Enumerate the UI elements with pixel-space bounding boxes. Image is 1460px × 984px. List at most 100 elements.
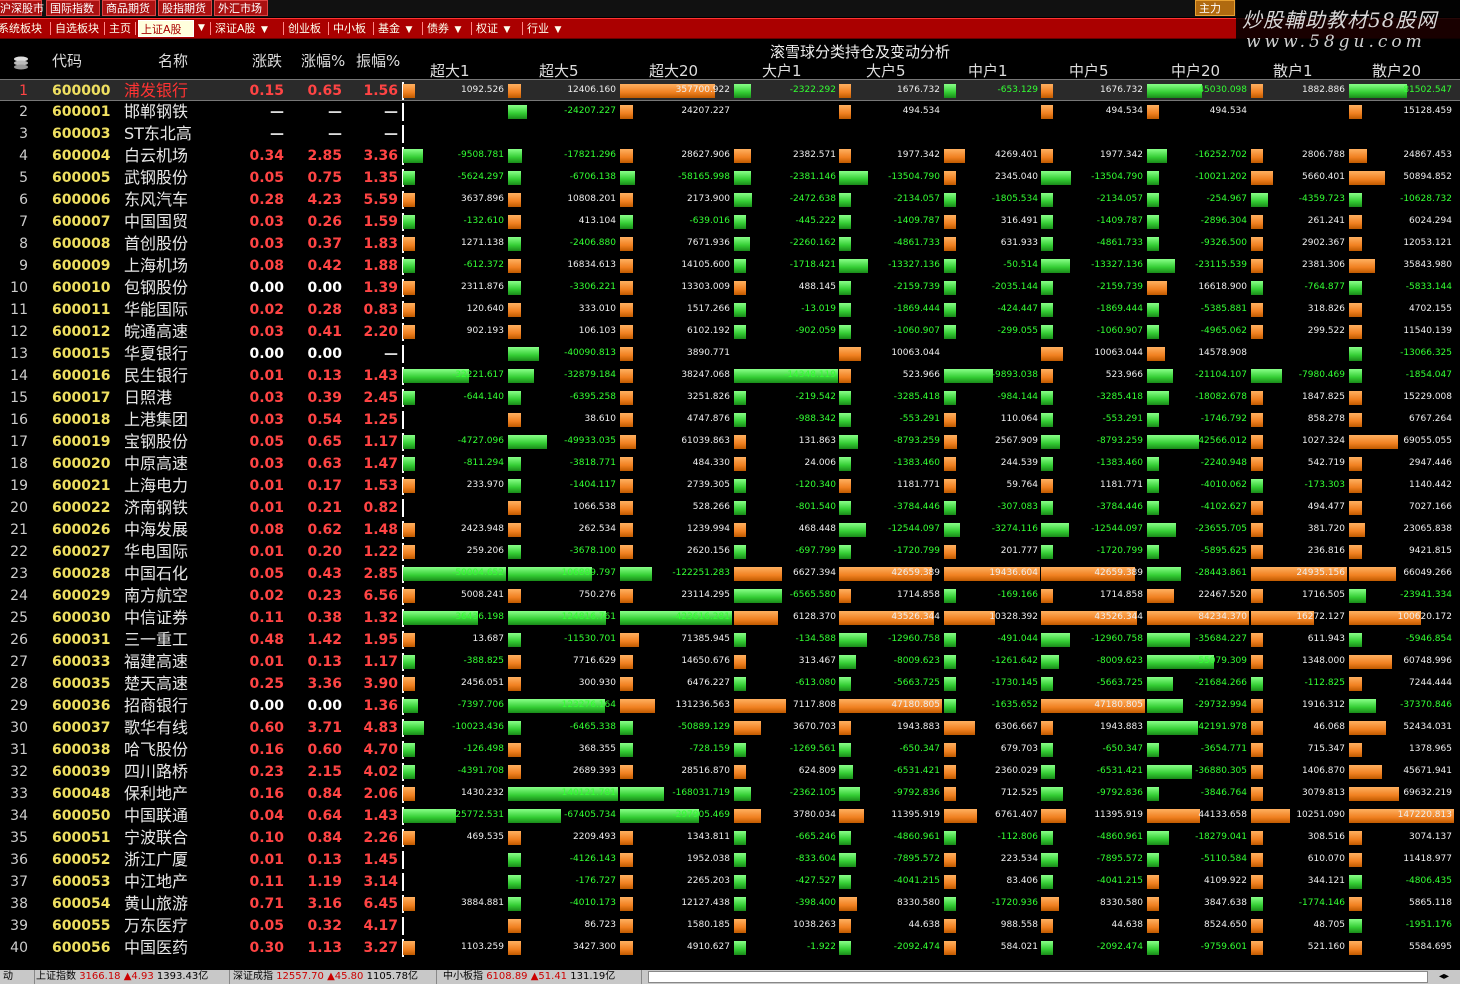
table-row[interactable]: 32 600039 四川路桥 0.23 2.15 4.02 -4391.708 2689.39…: [0, 761, 1460, 783]
table-row[interactable]: 9 600009 上海机场 0.08 0.42 1.88 -612.372 16834.613…: [0, 255, 1460, 277]
flow-cell-sup5: 16834.613: [508, 258, 618, 273]
tab-industry[interactable]: 行业 ▼: [525, 20, 563, 37]
table-row[interactable]: 12 600012 皖通高速 0.03 0.41 2.20 902.193 106.103 61…: [0, 321, 1460, 343]
table-row[interactable]: 28 600035 楚天高速 0.25 3.36 3.90 2456.051 300.930 6…: [0, 673, 1460, 695]
table-row[interactable]: 15 600017 日照港 0.03 0.39 2.45 -644.140 -6395.258…: [0, 387, 1460, 409]
flow-bar: [1041, 457, 1053, 471]
table-row[interactable]: 26 600031 三一重工 0.48 1.42 1.95 13.687 -11530.701…: [0, 629, 1460, 651]
table-row[interactable]: 11 600011 华能国际 0.02 0.28 0.83 120.640 333.010 15…: [0, 299, 1460, 321]
table-row[interactable]: 22 600027 华电国际 0.01 0.20 1.22 259.206 -3678.100…: [0, 541, 1460, 563]
amplitude: 4.83: [363, 720, 398, 736]
flow-bar: [944, 149, 965, 163]
tab-warrant[interactable]: 权证 ▼: [474, 20, 512, 37]
tab-forex[interactable]: 外汇市场: [214, 0, 268, 16]
table-row[interactable]: 5 600005 武钢股份 0.05 0.75 1.35 -5624.297 -6706.13…: [0, 167, 1460, 189]
flow-bar: [839, 237, 851, 251]
table-row[interactable]: 19 600021 上海电力 0.01 0.17 1.53 233.970 -1404.117…: [0, 475, 1460, 497]
stack-icon[interactable]: [12, 55, 30, 71]
table-row[interactable]: 38 600054 黄山旅游 0.71 3.16 6.45 3884.881 -4010.17…: [0, 893, 1460, 915]
flow-bar: [734, 633, 746, 647]
table-row[interactable]: 29 600036 招商银行 0.00 0.00 1.36 -7397.706 -123276…: [0, 695, 1460, 717]
main-force-button[interactable]: 主力买: [1195, 0, 1235, 31]
header-sup1[interactable]: 超大1: [430, 62, 470, 80]
header-ret20[interactable]: 散户20: [1372, 62, 1422, 80]
table-row[interactable]: 40 600056 中国医药 0.30 1.13 3.27 1103.259 3427.300…: [0, 937, 1460, 959]
table-row[interactable]: 13 600015 华夏银行 0.00 0.00— -40090.813 3890.771 1…: [0, 343, 1460, 365]
header-change-pct[interactable]: 涨幅%: [301, 52, 346, 70]
table-row[interactable]: 31 600038 哈飞股份 0.16 0.60 4.70 -126.498 368.355-…: [0, 739, 1460, 761]
table-row[interactable]: 39 600055 万东医疗 0.05 0.32 4.17 86.723 1580.185 10…: [0, 915, 1460, 937]
tab-system-board[interactable]: 系统板块: [0, 22, 42, 35]
table-row[interactable]: 35 600051 宁波联合 0.10 0.84 2.26 469.535 2209.493 1…: [0, 827, 1460, 849]
status-scrollbar[interactable]: [648, 971, 1428, 983]
header-code[interactable]: 代码: [52, 52, 83, 70]
stock-name: 白云机场: [124, 146, 189, 165]
table-row[interactable]: 25 600030 中信证券 0.11 0.38 1.32 -36436.198 -12481…: [0, 607, 1460, 629]
tab-hushen[interactable]: 沪深股市: [0, 0, 44, 16]
table-row[interactable]: 34 600050 中国联通 0.04 0.64 1.43 -25772.531 -67405…: [0, 805, 1460, 827]
flow-cell-sup5: 38.610: [508, 412, 618, 427]
flow-value: -427.527: [795, 876, 836, 886]
tab-sme[interactable]: 中小板: [333, 22, 366, 35]
table-row[interactable]: 24 600029 南方航空 0.02 0.23 6.56 5008.241 750.276 2…: [0, 585, 1460, 607]
header-mid20[interactable]: 中户20: [1171, 62, 1221, 80]
header-ret1[interactable]: 散户1: [1273, 62, 1313, 80]
tab-sh-a-share[interactable]: 上证A股: [138, 20, 194, 37]
stock-code: 600033: [52, 654, 111, 670]
tab-home[interactable]: 主页: [109, 22, 131, 35]
header-big1[interactable]: 大户1: [762, 62, 802, 80]
flow-value: -106889.797: [558, 568, 616, 578]
table-row[interactable]: 10 600010 包钢股份 0.00 0.00 1.39 2311.876 -3306.22…: [0, 277, 1460, 299]
table-row[interactable]: 18 600020 中原高速 0.03 0.63 1.47 -811.294 -3818.77…: [0, 453, 1460, 475]
status-sme-index[interactable]: 中小板指 6108.89 ▲51.41 131.19亿: [440, 970, 642, 984]
table-row[interactable]: 23 600028 中国石化 0.05 0.43 2.85 -50004.652 -10688…: [0, 563, 1460, 585]
table-row[interactable]: 4 600004 白云机场 0.34 2.85 3.36 -9508.781 -17821.2…: [0, 145, 1460, 167]
flow-value: 13.687: [472, 634, 505, 644]
table-row[interactable]: 30 600037 歌华有线 0.60 3.71 4.83 -10023.436 -6465.…: [0, 717, 1460, 739]
table-row[interactable]: 7 600007 中国国贸 0.03 0.26 1.59 -132.610 413.104 -6…: [0, 211, 1460, 233]
amplitude: 4.17: [363, 918, 398, 934]
status-sh-index[interactable]: 上证指数 3166.18 ▲4.93 1393.43亿: [33, 970, 230, 984]
table-row[interactable]: 20 600022 济南钢铁 0.01 0.21 0.82 1066.538 528.266-…: [0, 497, 1460, 519]
price-change: 0.03: [249, 236, 284, 252]
table-row[interactable]: 16 600018 上港集团 0.03 0.54 1.25 38.610 4747.876 -9…: [0, 409, 1460, 431]
table-row[interactable]: 14 600016 民生银行 0.01 0.13 1.43 -32221.617 -32879…: [0, 365, 1460, 387]
flow-cell-ret20: 6024.294: [1349, 214, 1454, 229]
status-sz-index[interactable]: 深证成指 12557.70 ▲45.80 1105.78亿: [230, 970, 437, 984]
flow-value: 71385.945: [681, 634, 730, 644]
tab-gem[interactable]: 创业板: [288, 22, 321, 35]
table-row[interactable]: 36 600052 浙江广厦 0.01 0.13 1.45 -4126.143 1952.03…: [0, 849, 1460, 871]
tab-index-futures[interactable]: 股指期货: [158, 0, 212, 16]
header-big5[interactable]: 大户5: [866, 62, 906, 80]
tab-bond[interactable]: 债券 ▼: [425, 20, 463, 37]
table-row[interactable]: 8 600008 首创股份 0.03 0.37 1.83 1271.138 -2406.880…: [0, 233, 1460, 255]
table-row[interactable]: 37 600053 中江地产 0.11 1.19 3.14 -176.727 2265.203…: [0, 871, 1460, 893]
header-mid5[interactable]: 中户5: [1069, 62, 1109, 80]
chevron-down-icon[interactable]: ▼: [198, 23, 205, 33]
tab-intl-index[interactable]: 国际指数: [46, 0, 100, 16]
tab-custom-board[interactable]: 自选板块: [55, 22, 99, 35]
tab-commodity[interactable]: 商品期货: [102, 0, 156, 16]
table-row[interactable]: 6 600006 东风汽车 0.28 4.23 5.59 3637.896 10808.201…: [0, 189, 1460, 211]
flow-cell-sup1: 469.535: [403, 830, 506, 845]
change-percent: 0.43: [307, 566, 342, 582]
header-sup20[interactable]: 超大20: [649, 62, 699, 80]
table-row[interactable]: 2 600001 邯郸钢铁 — — — -24207.227 24207.227 494.534…: [0, 101, 1460, 123]
header-sup5[interactable]: 超大5: [539, 62, 579, 80]
flow-bar: [1251, 567, 1347, 581]
header-amplitude[interactable]: 振幅%: [356, 52, 401, 70]
table-row[interactable]: 21 600026 中海发展 0.08 0.62 1.48 2423.948 262.534 1…: [0, 519, 1460, 541]
flow-value: 11540.139: [1403, 326, 1452, 336]
tab-sz-a-share[interactable]: 深证A股 ▼: [213, 20, 270, 37]
scroll-right-icon[interactable]: ◂▸: [1438, 971, 1450, 982]
table-row[interactable]: 3 600003 ST东北高 — — —: [0, 123, 1460, 145]
tab-fund[interactable]: 基金 ▼: [376, 20, 414, 37]
header-name[interactable]: 名称: [158, 52, 189, 70]
table-row[interactable]: 17 600019 宝钢股份 0.05 0.65 1.17 -4727.096 -49933.…: [0, 431, 1460, 453]
header-mid1[interactable]: 中户1: [968, 62, 1008, 80]
header-change[interactable]: 涨跌: [252, 52, 283, 70]
flow-cell-big1: -613.080: [734, 676, 838, 691]
table-row[interactable]: 27 600033 福建高速 0.01 0.13 1.17 -388.825 7716.629…: [0, 651, 1460, 673]
table-row[interactable]: 33 600048 保利地产 0.16 0.84 2.06 1430.232 -140121.…: [0, 783, 1460, 805]
table-row[interactable]: 1 600000 浦发银行 0.15 0.65 1.56 1092.526 12406.160…: [0, 79, 1460, 101]
